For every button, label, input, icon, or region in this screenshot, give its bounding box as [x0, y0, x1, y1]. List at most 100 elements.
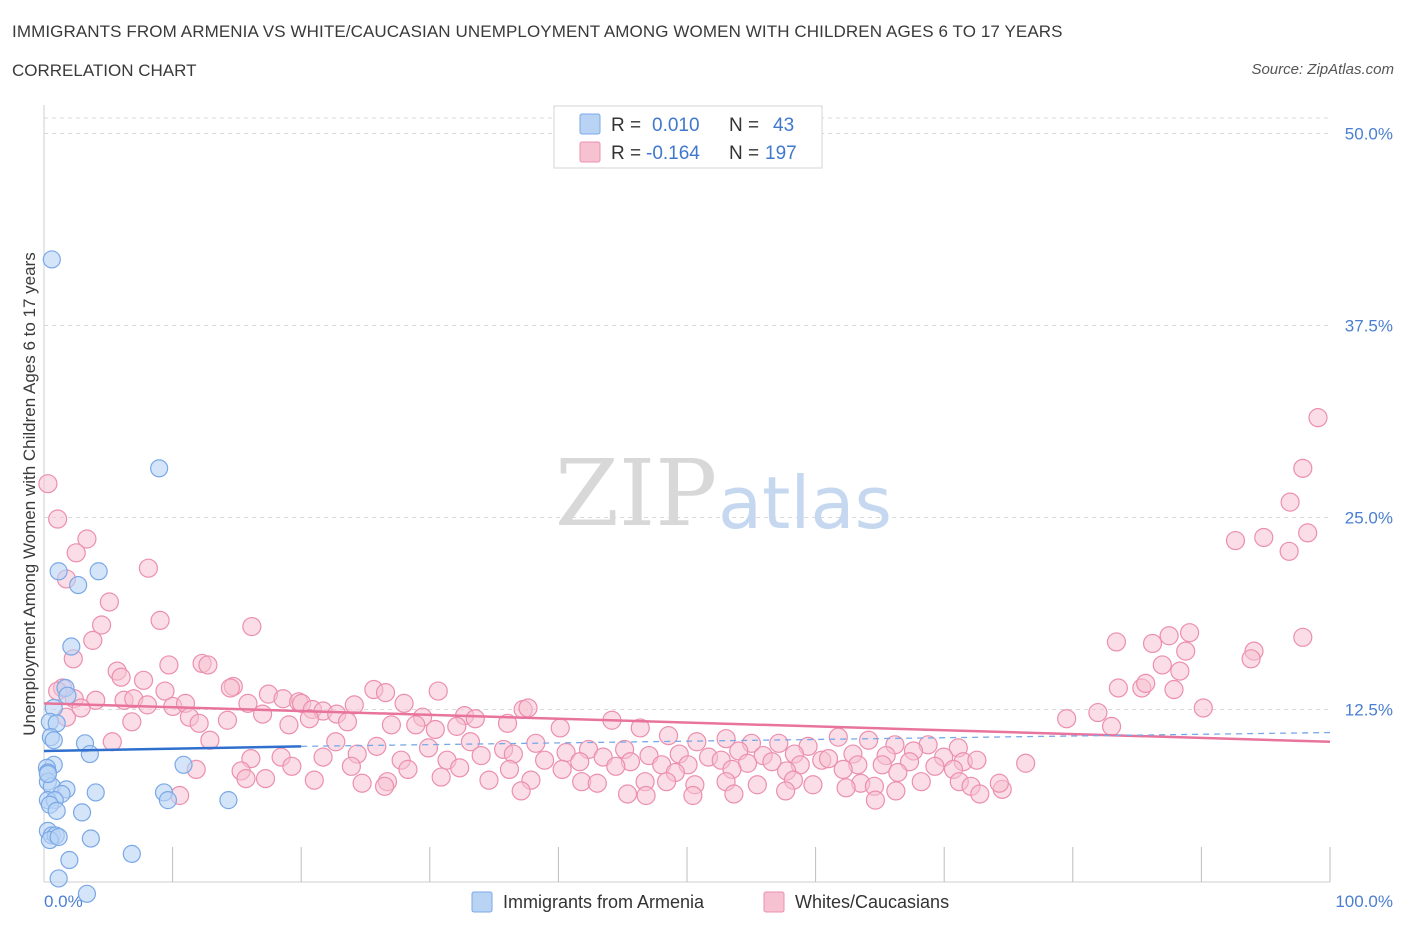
- data-point-whites: [394, 693, 414, 713]
- data-point-armenia: [150, 459, 169, 478]
- data-point-armenia: [38, 764, 58, 784]
- data-point-whites: [989, 773, 1009, 793]
- data-point-whites: [138, 558, 159, 578]
- data-point-whites: [341, 756, 361, 776]
- data-point-whites: [518, 698, 538, 718]
- data-point-whites: [352, 773, 372, 793]
- data-point-whites: [299, 709, 320, 729]
- data-point-whites: [133, 670, 154, 690]
- legend-r-label-pink: R =: [611, 143, 641, 164]
- data-point-whites: [282, 756, 302, 776]
- data-point-armenia: [72, 803, 92, 822]
- data-point-whites: [273, 689, 293, 709]
- data-point-whites: [279, 715, 299, 735]
- y-axis-label: Unemployment Among Women with Children A…: [20, 252, 39, 736]
- data-point-whites: [818, 749, 839, 769]
- data-point-whites: [803, 775, 823, 795]
- legend-n-label-pink: N =: [729, 143, 759, 164]
- data-point-whites: [911, 772, 931, 792]
- data-point-whites: [550, 718, 570, 738]
- data-point-whites: [888, 762, 908, 783]
- data-point-whites: [150, 610, 170, 631]
- data-point-whites: [1293, 458, 1313, 478]
- data-point-armenia: [77, 884, 97, 903]
- data-point-whites: [552, 759, 572, 780]
- data-point-whites: [159, 655, 179, 675]
- legend-swatch-whites: [763, 891, 785, 913]
- data-point-whites: [1136, 673, 1156, 693]
- data-point-whites: [375, 683, 396, 703]
- data-point-whites: [606, 756, 626, 776]
- data-point-whites: [367, 736, 387, 756]
- legend-r-label-blue: R =: [611, 115, 641, 136]
- data-point-whites: [374, 776, 395, 796]
- data-point-whites: [1101, 716, 1122, 736]
- data-point-whites: [418, 738, 439, 758]
- watermark: ZIP atlas: [555, 440, 892, 547]
- data-point-whites: [304, 770, 324, 790]
- data-point-whites: [236, 769, 256, 789]
- data-point-whites: [122, 712, 142, 732]
- data-point-whites: [858, 730, 879, 750]
- data-point-whites: [865, 790, 885, 810]
- data-point-whites: [776, 781, 796, 801]
- data-point-whites: [747, 775, 767, 795]
- data-point-whites: [66, 543, 86, 563]
- data-point-whites: [716, 729, 736, 749]
- data-point-whites: [102, 732, 122, 752]
- data-point-whites: [479, 770, 499, 790]
- data-point-whites: [1176, 641, 1196, 661]
- data-point-whites: [587, 773, 607, 793]
- stats-legend: R = 0.010 N = 43 R = -0.164 N = 197: [553, 105, 823, 169]
- y-tick-label: 37.5%: [1345, 317, 1393, 336]
- data-point-whites: [1193, 698, 1213, 718]
- data-point-whites: [970, 784, 990, 804]
- data-point-whites: [967, 750, 987, 770]
- data-point-whites: [313, 747, 333, 767]
- data-point-whites: [71, 698, 91, 718]
- data-point-armenia: [49, 562, 68, 581]
- legend-r-value-blue: 0.010: [652, 115, 700, 136]
- data-point-whites: [925, 756, 945, 776]
- data-point-whites: [630, 718, 650, 738]
- data-point-whites: [1279, 541, 1299, 561]
- data-point-whites: [497, 713, 518, 733]
- data-point-whites: [406, 715, 426, 735]
- data-point-whites: [471, 745, 491, 766]
- data-point-whites: [137, 695, 158, 715]
- watermark-atlas: atlas: [718, 461, 892, 545]
- data-point-whites: [534, 750, 555, 770]
- data-point-whites: [200, 730, 220, 750]
- data-point-whites: [255, 769, 276, 789]
- data-point-whites: [836, 778, 856, 798]
- data-point-whites: [91, 615, 112, 635]
- data-point-armenia: [49, 827, 68, 847]
- data-point-whites: [1225, 530, 1246, 551]
- legend-label-whites: Whites/Caucasians: [795, 892, 949, 912]
- legend-swatch-armenia: [471, 891, 493, 913]
- data-point-armenia: [80, 744, 99, 764]
- data-point-armenia: [60, 850, 79, 870]
- data-point-whites: [220, 678, 240, 698]
- data-point-whites: [189, 713, 209, 733]
- data-point-armenia: [122, 844, 141, 863]
- data-point-whites: [636, 785, 656, 806]
- data-point-whites: [570, 752, 590, 772]
- data-point-armenia: [44, 731, 63, 750]
- x-tick-labels: 0.0% 100.0%: [44, 892, 1393, 911]
- data-point-whites: [242, 616, 262, 637]
- x-tick-label-min: 0.0%: [44, 892, 83, 911]
- x-tick-label-max: 100.0%: [1335, 892, 1393, 911]
- data-point-whites: [1057, 709, 1077, 729]
- series-armenia-points: [37, 250, 238, 903]
- chart-title: IMMIGRANTS FROM ARMENIA VS WHITE/CAUCASI…: [12, 22, 1063, 41]
- data-point-whites: [1088, 702, 1108, 723]
- data-point-whites: [198, 655, 218, 675]
- data-point-whites: [1180, 623, 1200, 643]
- legend-n-label-blue: N =: [729, 115, 759, 136]
- data-point-armenia: [42, 250, 61, 269]
- data-point-whites: [344, 695, 364, 715]
- data-point-whites: [1241, 649, 1261, 669]
- data-point-whites: [499, 759, 520, 780]
- watermark-zip: ZIP: [555, 440, 717, 547]
